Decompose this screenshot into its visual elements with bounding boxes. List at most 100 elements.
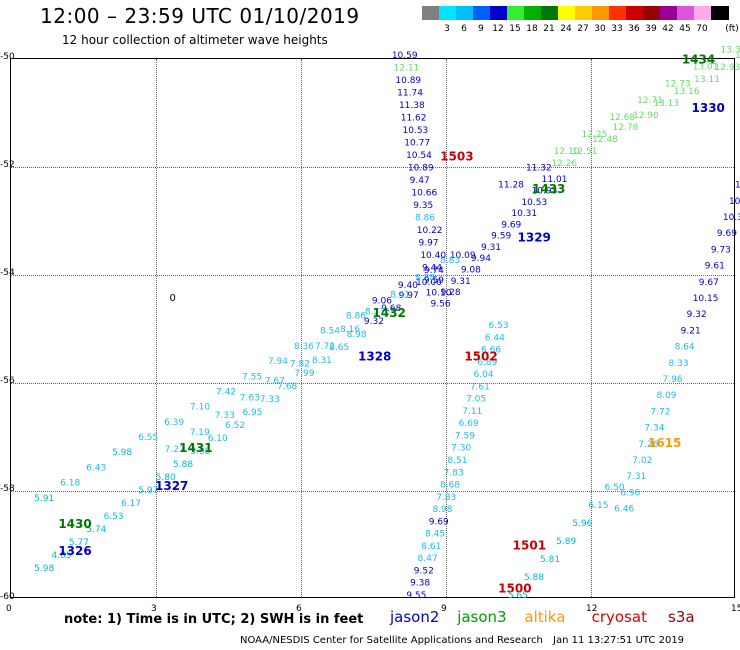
swh-value-label: 9.28 [441, 288, 461, 298]
swh-value-label: 7.99 [295, 369, 315, 379]
swh-value-label: 6.17 [121, 499, 141, 509]
colorbar-label: 39 [645, 24, 657, 34]
swh-value-label: 6.39 [164, 418, 184, 428]
swh-value-label: 8.41 [390, 291, 410, 301]
swh-value-label: 9.21 [681, 326, 701, 336]
swh-value-label: 8.16 [340, 325, 360, 335]
swh-value-label: 7.59 [455, 431, 475, 441]
colorbar-swatch [694, 6, 712, 20]
swh-value-label: 6.66 [481, 346, 501, 356]
colorbar-swatch [677, 6, 695, 20]
swh-value-label: 10.40 [420, 251, 446, 261]
swh-value-label: 7.30 [451, 444, 471, 454]
swh-value-label: 5.98 [190, 447, 210, 457]
swh-value-label: 9.94 [471, 254, 491, 264]
map-subtitle: 12 hour collection of altimeter wave hei… [62, 33, 328, 47]
swh-value-label: 9.69 [501, 220, 521, 230]
pass-time-label: 1433 [532, 182, 565, 196]
swh-value-label: 9.32 [687, 310, 707, 320]
colorbar-swatch [575, 6, 593, 20]
swh-value-label: 9.59 [424, 276, 444, 286]
y-tick-label: -56 [0, 376, 15, 386]
swh-value-label: 5.88 [524, 573, 544, 583]
swh-value-label: 10.06 [416, 278, 442, 288]
swh-value-label: 8.47 [418, 554, 438, 564]
swh-value-label: 5.80 [156, 473, 176, 483]
colorbar-swatch [558, 6, 576, 20]
colorbar-swatch [711, 6, 729, 20]
swh-value-label: 10.15 [693, 294, 719, 304]
colorbar-swatch [592, 6, 610, 20]
swh-value-label: 6.46 [614, 505, 634, 515]
swh-value-label: 9.06 [372, 296, 392, 306]
y-tick-label: -52 [0, 160, 15, 170]
swh-value-label: 9.55 [406, 591, 426, 601]
island-label: 0 [170, 293, 176, 304]
swh-value-label: 7.55 [242, 372, 262, 382]
swh-value-label: 6.15 [588, 501, 608, 511]
colorbar-swatch [507, 6, 525, 20]
swh-value-label: 7.63 [240, 394, 260, 404]
swh-value-label: 10.22 [417, 226, 443, 236]
swh-value-label: 10.56 [729, 197, 740, 207]
swh-value-label: 4.85 [52, 551, 72, 561]
pass-time-label: 1503 [440, 150, 473, 164]
swh-value-label: 10.35 [723, 213, 740, 223]
swh-value-label: 6.53 [489, 321, 509, 331]
swh-value-label: 6.50 [605, 483, 625, 493]
swh-value-label: 12.73 [665, 79, 691, 89]
swh-value-label: 6.69 [459, 419, 479, 429]
swh-value-label: 6.96 [620, 488, 640, 498]
colorbar-label: 21 [543, 24, 555, 34]
swh-value-label: 7.83 [444, 468, 464, 478]
swh-value-label: 11.28 [498, 181, 524, 191]
swh-value-label: 7.61 [470, 382, 490, 392]
swh-value-label: 9.59 [491, 232, 511, 242]
colorbar-label: 3 [444, 24, 450, 34]
generated-timestamp: Jan 11 13:27:51 UTC 2019 [553, 635, 685, 646]
swh-value-label: 8.58 [415, 273, 435, 283]
y-tick-label: -58 [0, 484, 15, 494]
y-tick-label: -60 [0, 592, 15, 602]
pass-time-label: 1330 [692, 101, 725, 115]
colorbar-swatch [422, 6, 440, 20]
swh-value-label: 13.01 [693, 62, 719, 72]
pass-time-label: 1500 [498, 582, 531, 596]
swh-value-label: 12.10 [554, 147, 580, 157]
swh-value-label: 8.51 [447, 456, 467, 466]
swh-value-label: 6.89 [477, 358, 497, 368]
swh-value-label: 9.69 [717, 229, 737, 239]
swh-value-label: 10.54 [406, 151, 432, 161]
map-title: 12:00 – 23:59 UTC 01/10/2019 [40, 4, 360, 28]
swh-value-label: 12.68 [609, 113, 635, 123]
map-plot-area [10, 58, 735, 598]
x-tick-label: 6 [296, 604, 302, 614]
swh-value-label: 9.35 [413, 201, 433, 211]
colorbar-unit: (ft) [725, 24, 739, 34]
swh-value-label: 9.61 [705, 262, 725, 272]
swh-value-label: 10.09 [450, 251, 476, 261]
swh-value-label: 5.77 [69, 538, 89, 548]
swh-value-label: 8.09 [656, 391, 676, 401]
colorbar-label: 42 [662, 24, 674, 34]
satellite-name-jason2: jason2 [390, 608, 440, 626]
swh-value-label: 9.38 [410, 579, 430, 589]
satellite-name-cryosat: cryosat [591, 608, 647, 626]
grid-line-vertical [156, 59, 157, 597]
swh-value-label: 8.64 [675, 343, 695, 353]
colorbar-swatch [660, 6, 678, 20]
colorbar-swatch [473, 6, 491, 20]
swh-value-label: 10.53 [521, 198, 547, 208]
pass-time-label: 1615 [648, 436, 681, 450]
swh-value-label: 6.10 [208, 434, 228, 444]
swh-value-label: 7.05 [466, 395, 486, 405]
swh-value-label: 9.97 [399, 291, 419, 301]
grid-line-horizontal [11, 275, 734, 276]
pass-time-label: 1328 [358, 349, 391, 363]
swh-value-label: 12.78 [613, 123, 639, 133]
swh-value-label: 10.59 [392, 51, 418, 61]
x-tick-label: 12 [586, 604, 598, 614]
swh-value-label: 7.19 [190, 428, 210, 438]
swh-value-label: 5.96 [572, 519, 592, 529]
swh-value-label: 8.33 [669, 359, 689, 369]
